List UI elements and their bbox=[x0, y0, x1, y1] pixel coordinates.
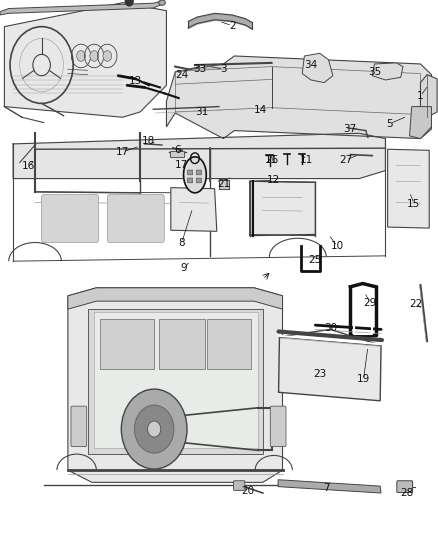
Polygon shape bbox=[372, 63, 403, 80]
Text: 29: 29 bbox=[364, 298, 377, 308]
FancyBboxPatch shape bbox=[207, 319, 251, 369]
FancyBboxPatch shape bbox=[100, 319, 154, 369]
Text: 24: 24 bbox=[175, 70, 188, 79]
Text: 30: 30 bbox=[324, 323, 337, 333]
FancyBboxPatch shape bbox=[170, 151, 184, 157]
Ellipse shape bbox=[159, 0, 166, 5]
Text: 1: 1 bbox=[417, 91, 424, 101]
Text: 37: 37 bbox=[343, 124, 356, 134]
Text: 20: 20 bbox=[241, 487, 254, 496]
Text: 14: 14 bbox=[254, 106, 267, 115]
Text: 19: 19 bbox=[357, 375, 370, 384]
Polygon shape bbox=[68, 288, 283, 309]
Text: 8: 8 bbox=[178, 238, 185, 247]
Text: 13: 13 bbox=[129, 76, 142, 86]
FancyBboxPatch shape bbox=[107, 195, 164, 243]
FancyBboxPatch shape bbox=[187, 170, 193, 175]
Circle shape bbox=[77, 51, 85, 61]
Polygon shape bbox=[279, 337, 381, 401]
Text: 17: 17 bbox=[175, 160, 188, 170]
Text: 31: 31 bbox=[195, 107, 208, 117]
Text: 25: 25 bbox=[309, 255, 322, 265]
Polygon shape bbox=[94, 312, 258, 448]
Text: 11: 11 bbox=[265, 155, 278, 165]
FancyBboxPatch shape bbox=[196, 170, 201, 175]
Text: 23: 23 bbox=[313, 369, 326, 379]
FancyBboxPatch shape bbox=[187, 178, 193, 183]
Polygon shape bbox=[184, 157, 206, 193]
Text: 10: 10 bbox=[331, 241, 344, 251]
Text: 15: 15 bbox=[407, 199, 420, 208]
Text: 2: 2 bbox=[229, 21, 236, 30]
Text: 22: 22 bbox=[410, 299, 423, 309]
Polygon shape bbox=[68, 288, 283, 482]
Polygon shape bbox=[166, 56, 431, 139]
Polygon shape bbox=[420, 75, 437, 117]
FancyBboxPatch shape bbox=[196, 178, 201, 183]
Text: 26: 26 bbox=[265, 155, 278, 165]
Text: 21: 21 bbox=[217, 179, 230, 189]
Text: 5: 5 bbox=[386, 119, 393, 128]
Polygon shape bbox=[171, 188, 217, 231]
Text: 3: 3 bbox=[220, 64, 227, 74]
FancyBboxPatch shape bbox=[233, 481, 245, 490]
FancyBboxPatch shape bbox=[270, 406, 286, 447]
Text: 6: 6 bbox=[174, 146, 181, 155]
Circle shape bbox=[90, 51, 99, 61]
Polygon shape bbox=[88, 309, 263, 454]
Circle shape bbox=[134, 405, 174, 453]
Polygon shape bbox=[0, 1, 162, 15]
Polygon shape bbox=[13, 133, 385, 179]
Circle shape bbox=[148, 421, 161, 437]
Polygon shape bbox=[278, 480, 381, 493]
Text: 18: 18 bbox=[142, 136, 155, 146]
Text: 35: 35 bbox=[368, 67, 381, 77]
Polygon shape bbox=[4, 3, 166, 117]
Text: 27: 27 bbox=[339, 155, 353, 165]
Text: 28: 28 bbox=[401, 488, 414, 498]
Text: 11: 11 bbox=[300, 155, 313, 165]
FancyBboxPatch shape bbox=[71, 406, 87, 447]
Circle shape bbox=[103, 51, 112, 61]
Text: 17: 17 bbox=[116, 147, 129, 157]
FancyBboxPatch shape bbox=[159, 319, 205, 369]
Polygon shape bbox=[302, 53, 333, 83]
Polygon shape bbox=[410, 107, 431, 139]
Circle shape bbox=[125, 0, 133, 6]
FancyBboxPatch shape bbox=[397, 481, 413, 492]
Text: 12: 12 bbox=[267, 175, 280, 185]
Text: 9: 9 bbox=[180, 263, 187, 272]
Polygon shape bbox=[388, 149, 429, 228]
Text: 34: 34 bbox=[304, 60, 318, 70]
FancyBboxPatch shape bbox=[219, 180, 229, 189]
Text: 16: 16 bbox=[22, 161, 35, 171]
Text: 7: 7 bbox=[323, 483, 330, 492]
Circle shape bbox=[121, 389, 187, 469]
FancyBboxPatch shape bbox=[42, 195, 99, 243]
Text: 33: 33 bbox=[193, 64, 206, 74]
Polygon shape bbox=[250, 181, 315, 236]
